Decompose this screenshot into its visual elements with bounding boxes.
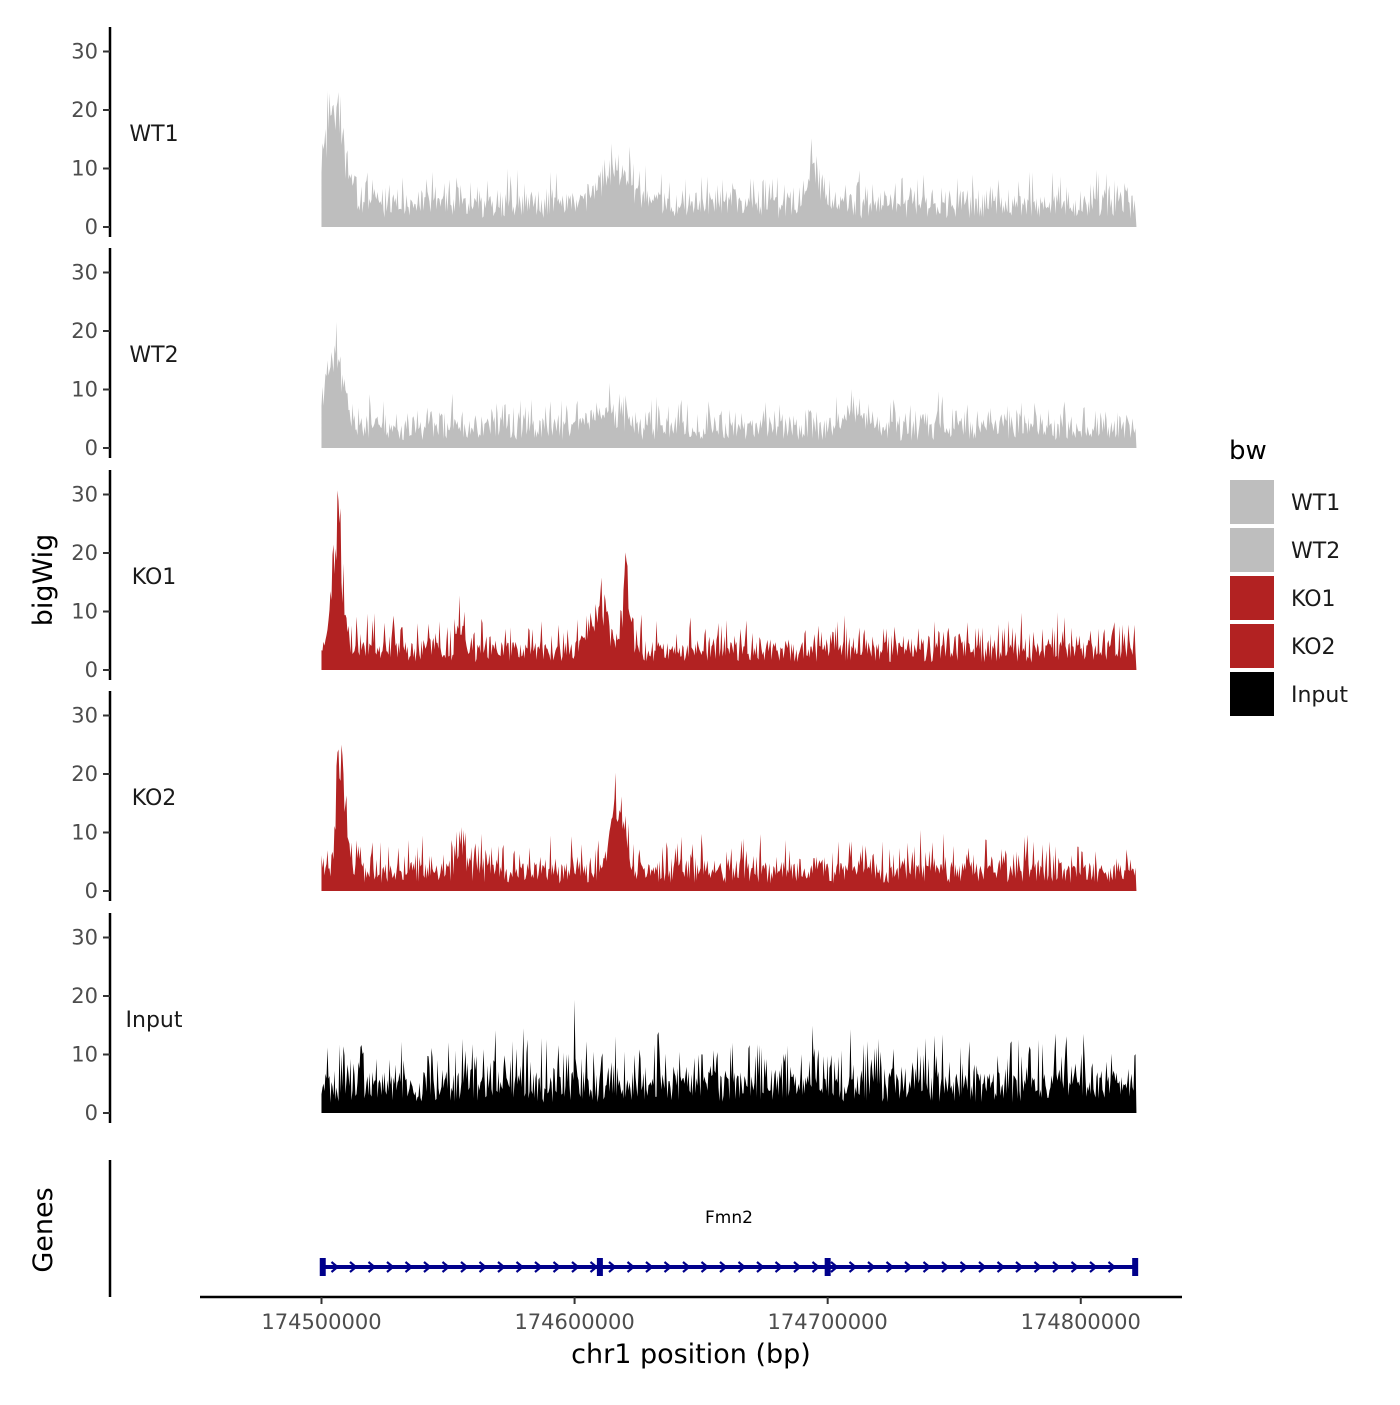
gene-strand-arrow <box>1107 1261 1117 1273</box>
y-tick-label-20: 20 <box>71 762 98 786</box>
gene-strand-arrow <box>589 1261 599 1273</box>
legend-label-wt2: WT2 <box>1291 539 1340 564</box>
legend-key-ko2 <box>1230 624 1274 668</box>
legend-title: bw <box>1229 436 1267 466</box>
legend-key-wt2 <box>1230 528 1274 572</box>
gene-strand-arrow <box>460 1261 469 1273</box>
y-tick-label-20: 20 <box>71 98 98 122</box>
gene-strand-arrow <box>515 1261 525 1273</box>
legend-label-wt1: WT1 <box>1291 491 1340 516</box>
y-tick-label-20: 20 <box>71 984 98 1008</box>
y-tick-label-0: 0 <box>85 879 98 903</box>
y-tick-label-0: 0 <box>85 436 98 460</box>
gene-strand-arrow <box>700 1261 710 1273</box>
signal-area-wt1 <box>321 90 1137 227</box>
y-tick-label-10: 10 <box>71 378 98 402</box>
gene-strand-arrow <box>830 1261 839 1273</box>
x-tick-label-174700000: 174700000 <box>768 1310 888 1334</box>
gene-exon <box>824 1258 831 1276</box>
y-tick-label-20: 20 <box>71 319 98 343</box>
gene-strand-arrow <box>737 1261 747 1273</box>
x-tick-label-174800000: 174800000 <box>1021 1310 1141 1334</box>
gene-track-title: Genes <box>28 1187 59 1272</box>
gene-strand-arrow <box>330 1261 340 1273</box>
y-tick-label-30: 30 <box>71 483 98 507</box>
track-label-wt2: WT2 <box>129 343 178 368</box>
track-label-input: Input <box>126 1008 183 1033</box>
y-tick-label-0: 0 <box>85 658 98 682</box>
y-tick-label-10: 10 <box>71 157 98 181</box>
gene-strand-arrow <box>423 1261 432 1273</box>
gene-exon <box>319 1258 326 1276</box>
y-tick-label-30: 30 <box>71 261 98 285</box>
legend-label-input: Input <box>1291 683 1348 708</box>
gene-strand-arrow <box>959 1261 969 1273</box>
gene-strand-arrow <box>756 1261 765 1273</box>
gene-strand-arrow <box>1015 1261 1024 1273</box>
gene-strand-arrow <box>793 1261 802 1273</box>
signal-area-ko1 <box>321 490 1137 670</box>
gene-strand-arrow <box>867 1261 876 1273</box>
x-axis-title: chr1 position (bp) <box>571 1339 811 1370</box>
gene-strand-arrow <box>978 1261 987 1273</box>
gene-strand-arrow <box>534 1261 543 1273</box>
gene-strand-arrow <box>885 1261 895 1273</box>
y-tick-label-0: 0 <box>85 1101 98 1125</box>
gene-strand-arrow <box>719 1261 728 1273</box>
y-tick-label-20: 20 <box>71 541 98 565</box>
y-tick-label-0: 0 <box>85 215 98 239</box>
signal-area-ko2 <box>321 744 1137 891</box>
y-tick-label-10: 10 <box>71 1043 98 1067</box>
gene-name-label: Fmn2 <box>705 1208 753 1228</box>
gene-strand-arrow <box>386 1261 395 1273</box>
gene-strand-arrow <box>904 1261 913 1273</box>
gene-strand-arrow <box>349 1261 358 1273</box>
gene-strand-arrow <box>1052 1261 1061 1273</box>
x-tick-label-174500000: 174500000 <box>261 1310 381 1334</box>
gene-strand-arrow <box>1070 1261 1080 1273</box>
track-label-wt1: WT1 <box>129 122 178 147</box>
gene-strand-arrow <box>682 1261 691 1273</box>
gene-strand-arrow <box>811 1261 821 1273</box>
y-axis-title: bigWig <box>28 534 59 627</box>
gene-strand-arrow <box>626 1261 636 1273</box>
legend-label-ko1: KO1 <box>1291 587 1336 612</box>
gene-exon <box>596 1258 603 1276</box>
gene-strand-arrow <box>404 1261 414 1273</box>
gene-strand-arrow <box>1033 1261 1043 1273</box>
gene-strand-arrow <box>922 1261 932 1273</box>
signal-area-input <box>321 999 1137 1113</box>
gene-strand-arrow <box>367 1261 377 1273</box>
track-label-ko2: KO2 <box>132 786 177 811</box>
gene-strand-arrow <box>996 1261 1006 1273</box>
gene-strand-arrow <box>941 1261 950 1273</box>
y-tick-label-30: 30 <box>71 926 98 950</box>
gene-strand-arrow <box>497 1261 506 1273</box>
y-tick-label-30: 30 <box>71 704 98 728</box>
gene-strand-arrow <box>774 1261 784 1273</box>
gene-strand-arrow <box>608 1261 617 1273</box>
gene-strand-arrow <box>441 1261 451 1273</box>
legend-label-ko2: KO2 <box>1291 635 1336 660</box>
legend-key-wt1 <box>1230 480 1274 524</box>
track-label-ko1: KO1 <box>132 565 177 590</box>
gene-strand-arrow <box>663 1261 673 1273</box>
x-tick-label-174600000: 174600000 <box>514 1310 634 1334</box>
y-tick-label-30: 30 <box>71 40 98 64</box>
gene-strand-arrow <box>571 1261 580 1273</box>
gene-exon <box>1132 1258 1139 1276</box>
gene-strand-arrow <box>552 1261 562 1273</box>
y-tick-label-10: 10 <box>71 600 98 624</box>
signal-area-wt2 <box>321 321 1137 448</box>
gene-strand-arrow <box>1089 1261 1098 1273</box>
y-tick-label-10: 10 <box>71 821 98 845</box>
gene-strand-arrow <box>478 1261 488 1273</box>
gene-strand-arrow <box>848 1261 858 1273</box>
gene-strand-arrow <box>645 1261 654 1273</box>
legend-key-input <box>1230 672 1274 716</box>
legend-key-ko1 <box>1230 576 1274 620</box>
